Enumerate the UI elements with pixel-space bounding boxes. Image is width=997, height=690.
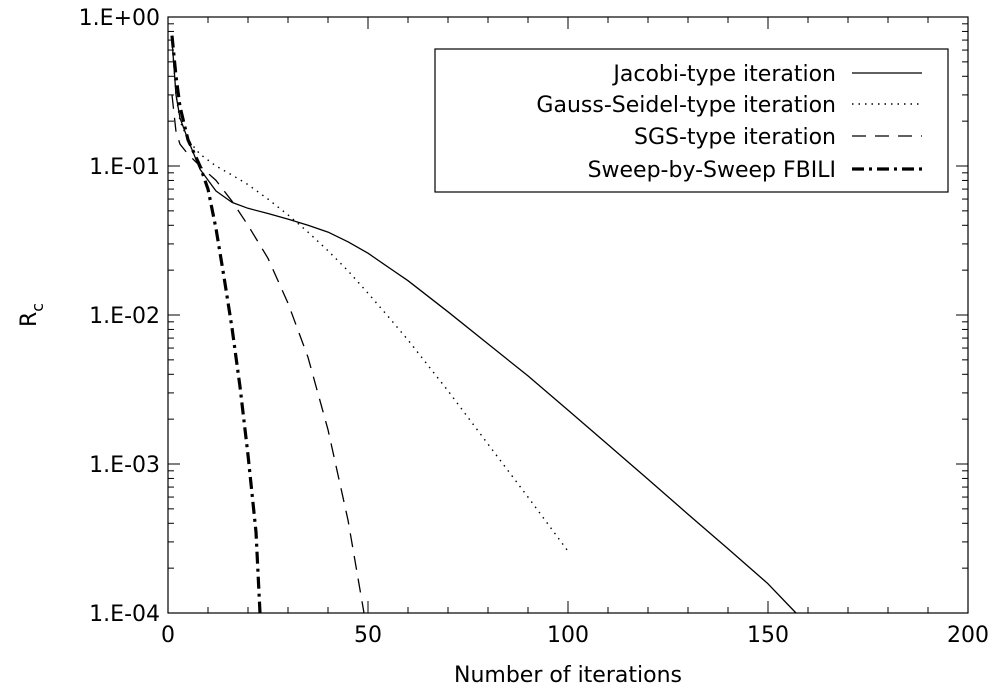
series-line-4 [170, 35, 262, 614]
x-tick-label: 0 [161, 623, 175, 648]
y-axis-title: Rc [17, 303, 47, 327]
series-lines [170, 35, 797, 614]
x-tick-label: 100 [547, 623, 589, 648]
legend-label: SGS-type iteration [634, 125, 836, 150]
series-line-1 [171, 40, 797, 614]
legend-label: Sweep-by-Sweep FBILI [588, 158, 836, 183]
tick-labels: 0 50 100 150 200 1.E+00 1.E-01 1.E-02 1.E-03 1.E-… [79, 6, 989, 648]
y-tick-label: 1.E+00 [79, 6, 160, 31]
x-tick-label: 150 [747, 623, 789, 648]
series-line-3 [171, 94, 365, 614]
x-tick-label: 200 [947, 623, 989, 648]
y-axis-title-main: R [17, 312, 42, 327]
legend-label: Jacobi-type iteration [611, 62, 836, 87]
svg-text:Rc: Rc [17, 303, 47, 327]
y-tick-label: 1.E-03 [89, 453, 160, 478]
x-tick-label: 50 [354, 623, 382, 648]
axis-ticks [167, 16, 969, 614]
y-tick-label: 1.E-04 [89, 602, 160, 627]
legend-label: Gauss-Seidel-type iteration [536, 93, 836, 118]
legend: Jacobi-type iteration Gauss-Seidel-type i… [434, 48, 949, 193]
y-tick-label: 1.E-02 [89, 304, 160, 329]
y-tick-label: 1.E-01 [89, 155, 160, 180]
x-axis-title: Number of iterations [454, 663, 682, 688]
y-axis-title-sub: c [28, 303, 47, 312]
